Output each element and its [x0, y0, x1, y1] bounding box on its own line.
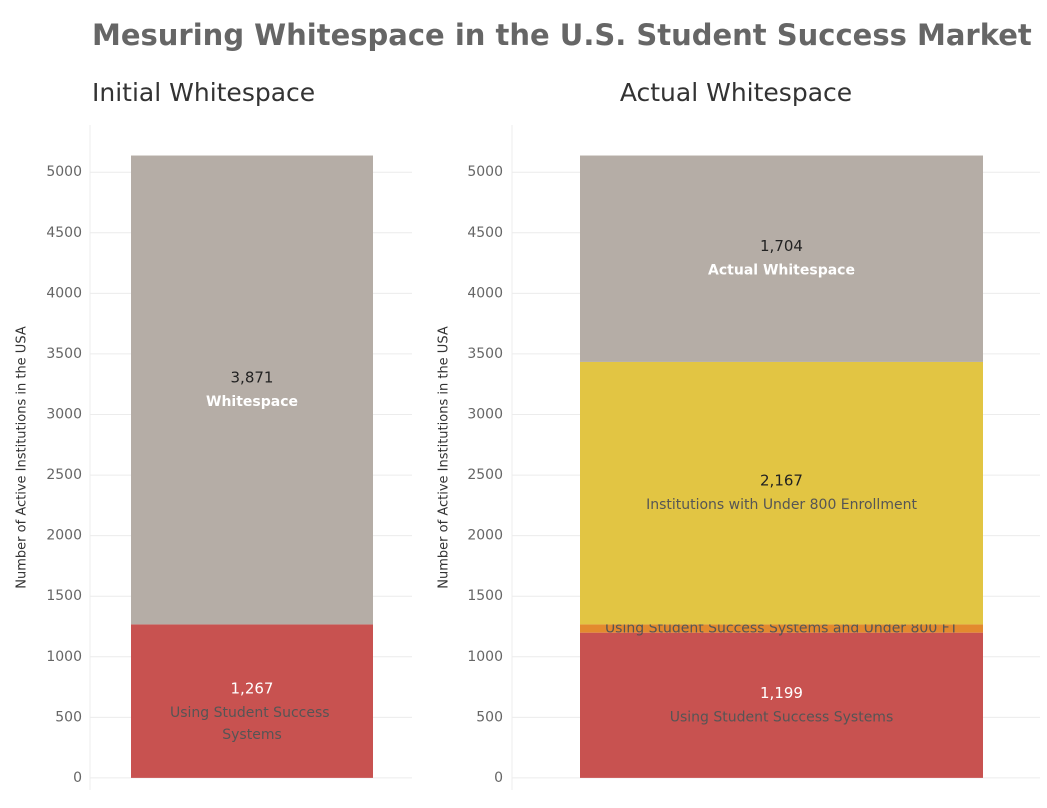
y-tick-label: 3000 [46, 406, 82, 422]
bar-segment [131, 624, 373, 778]
bar-segment [580, 632, 983, 778]
bar-segment [580, 624, 983, 633]
y-tick-label: 2500 [467, 467, 503, 483]
y-tick-label: 1000 [46, 649, 82, 665]
y-tick-label: 2500 [46, 467, 82, 483]
y-axis-title: Number of Active Institutions in the USA [437, 326, 452, 589]
page-title: Mesuring Whitespace in the U.S. Student … [92, 18, 1032, 52]
chart-subtitle: Initial Whitespace [92, 78, 315, 107]
y-tick-label: 4500 [467, 225, 503, 241]
label-line: Systems [222, 727, 282, 743]
y-tick-label: 1000 [467, 649, 503, 665]
chart-subtitle: Actual Whitespace [620, 78, 852, 107]
y-tick-label: 5000 [467, 164, 503, 180]
y-tick-label: 2000 [46, 528, 82, 544]
y-tick-label: 0 [494, 770, 503, 786]
y-tick-label: 3000 [467, 406, 503, 422]
y-tick-label: 5000 [46, 164, 82, 180]
y-tick-label: 500 [476, 709, 503, 725]
value-label: 3,871 [231, 368, 274, 386]
segment-label: Using Student Success Systems [170, 705, 334, 743]
value-label: 2,167 [760, 472, 803, 490]
y-tick-label: 4000 [46, 285, 82, 301]
value-label: 1,199 [760, 684, 803, 702]
y-tick-label: 4500 [46, 225, 82, 241]
segment-label: Institutions with Under 800 Enrollment [646, 497, 917, 513]
segment-label: Using Student Success Systems [670, 709, 894, 725]
y-tick-label: 3500 [46, 346, 82, 362]
value-label: 1,704 [760, 237, 803, 255]
y-tick-label: 1500 [46, 588, 82, 604]
y-tick-label: 2000 [467, 528, 503, 544]
segment-label: Actual Whitespace [708, 263, 855, 279]
y-tick-label: 0 [73, 770, 82, 786]
y-tick-label: 1500 [467, 588, 503, 604]
bar-segment [580, 155, 983, 362]
segment-label: Using Student Success Systems and Under … [605, 621, 959, 637]
y-tick-label: 4000 [467, 285, 503, 301]
value-label: 1,267 [231, 680, 274, 698]
bar-segment [580, 361, 983, 625]
y-axis-title: Number of Active Institutions in the USA [15, 326, 30, 589]
segment-label: Whitespace [206, 394, 298, 410]
y-tick-label: 500 [55, 709, 82, 725]
bar-segment [131, 155, 373, 625]
label-line: Using Student Success [170, 705, 334, 721]
y-tick-label: 3500 [467, 346, 503, 362]
